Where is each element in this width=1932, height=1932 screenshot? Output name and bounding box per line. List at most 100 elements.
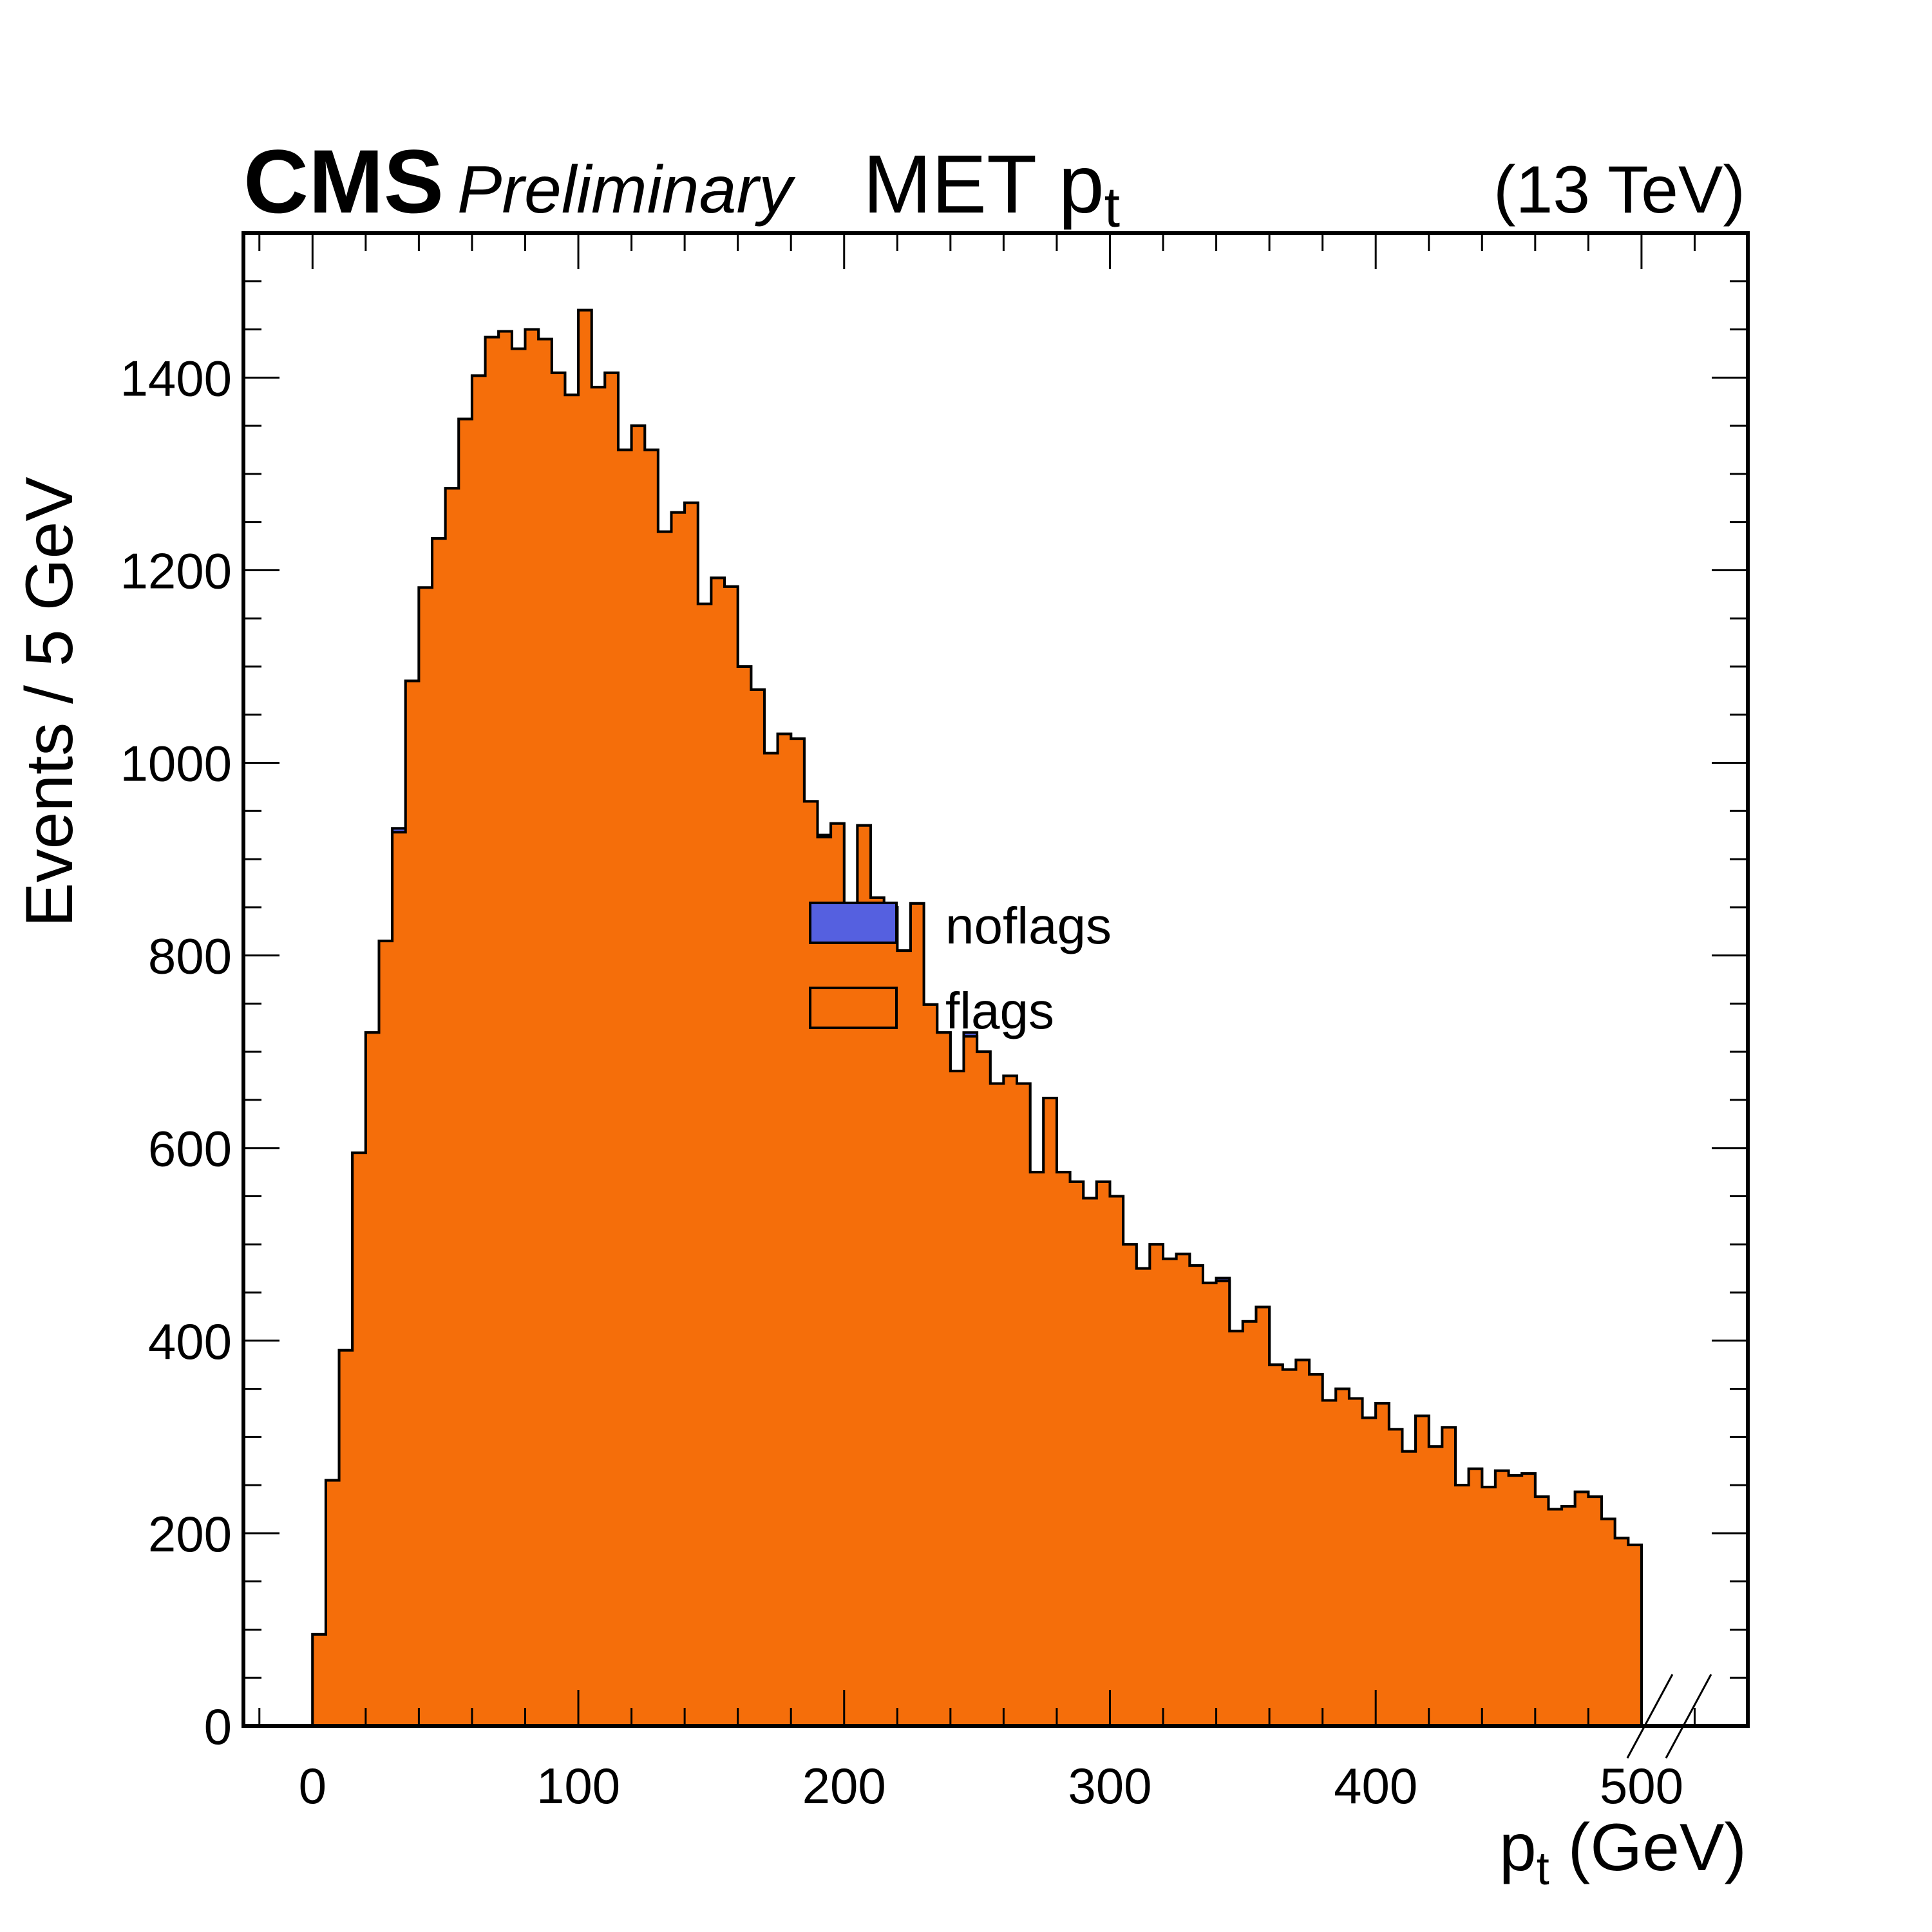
bar-flags-80 [1376, 1403, 1390, 1726]
bar-flags-48 [950, 1071, 965, 1726]
y-axis-title: Events / 5 GeV [12, 477, 87, 927]
bar-flags-77 [1336, 1388, 1350, 1726]
bar-flags-57 [1070, 1182, 1084, 1726]
bar-flags-51 [990, 1083, 1004, 1726]
legend-entry-flags: flags [809, 982, 1054, 1039]
plot-frame [242, 231, 1750, 1728]
bar-flags-81 [1388, 1429, 1403, 1726]
bar-flags-17 [538, 339, 553, 1727]
bar-flags-67 [1202, 1283, 1217, 1726]
x-tick-label: 200 [802, 1757, 886, 1814]
bar-flags-18 [551, 372, 565, 1726]
bar-flags-33 [751, 689, 765, 1726]
bar-flags-53 [1017, 1083, 1031, 1726]
bar-flags-82 [1402, 1451, 1416, 1726]
overflow-break-marks [1626, 1674, 1712, 1759]
bar-flags-94 [1562, 1506, 1576, 1726]
bar-flags-5 [379, 941, 393, 1726]
bar-flags-55 [1043, 1097, 1057, 1726]
bar-flags-86 [1455, 1485, 1470, 1726]
bar-flags-46 [923, 1004, 938, 1726]
bar-flags-43 [884, 907, 898, 1726]
bar-flags-88 [1482, 1487, 1496, 1726]
bar-flags-22 [605, 372, 619, 1726]
bar-flags-0 [312, 1634, 327, 1726]
bar-flags-66 [1189, 1265, 1204, 1726]
bar-flags-20 [578, 310, 592, 1727]
bar-flags-79 [1362, 1417, 1376, 1726]
bar-flags-69 [1229, 1331, 1244, 1726]
status-label: Preliminary [457, 153, 796, 227]
outline-flags [311, 308, 1643, 1726]
bar-flags-8 [419, 587, 433, 1726]
bar-flags-6 [392, 832, 406, 1726]
legend-swatch-noflags [809, 902, 898, 944]
bar-flags-3 [352, 1153, 366, 1726]
break-mark-line [1626, 1674, 1674, 1759]
bar-flags-34 [764, 753, 779, 1726]
energy-label: (13 TeV) [1493, 153, 1745, 227]
legend-entry-noflags: noflags [809, 897, 1112, 954]
x-tick-label: 400 [1334, 1757, 1417, 1814]
bar-flags-30 [711, 578, 725, 1726]
bar-flags-1 [325, 1480, 340, 1726]
bar-flags-19 [565, 395, 579, 1727]
y-tick-label: 0 [204, 1698, 232, 1755]
bar-flags-59 [1096, 1182, 1111, 1726]
bar-flags-27 [671, 512, 685, 1726]
bar-flags-7 [405, 681, 419, 1726]
experiment-label: CMS [243, 131, 444, 232]
bar-flags-10 [445, 488, 459, 1726]
bar-flags-92 [1535, 1497, 1549, 1726]
bar-flags-61 [1123, 1244, 1137, 1726]
bar-flags-38 [817, 837, 831, 1726]
bar-flags-49 [963, 1036, 978, 1726]
bar-flags-93 [1548, 1509, 1562, 1726]
chart-title-subscript: t [1104, 175, 1120, 239]
bar-flags-32 [737, 666, 752, 1726]
x-axis-title-main: p [1499, 1810, 1537, 1885]
y-tick-label: 600 [148, 1121, 232, 1177]
bar-flags-73 [1282, 1369, 1296, 1726]
bar-flags-68 [1216, 1281, 1230, 1726]
bar-flags-85 [1442, 1427, 1456, 1726]
bar-flags-52 [1003, 1075, 1018, 1726]
bar-flags-9 [432, 538, 446, 1726]
bar-flags-65 [1176, 1254, 1190, 1726]
bar-flags-26 [658, 531, 672, 1726]
bar-flags-31 [724, 586, 739, 1727]
y-tick-label: 1000 [120, 735, 232, 792]
bar-flags-96 [1588, 1497, 1602, 1726]
bar-flags-83 [1416, 1416, 1430, 1726]
bar-flags-36 [791, 739, 805, 1726]
bar-flags-42 [871, 897, 885, 1726]
x-tick-label: 0 [299, 1757, 327, 1814]
bar-flags-11 [459, 419, 473, 1726]
series-flags [311, 308, 1643, 1727]
bar-flags-35 [777, 734, 791, 1726]
x-axis-title: pt (GeV) [1499, 1810, 1747, 1895]
ticks-layer [243, 232, 1749, 1727]
legend-swatch-flags [809, 987, 898, 1029]
bar-flags-13 [485, 337, 499, 1727]
bar-flags-21 [591, 387, 605, 1727]
bar-flags-64 [1163, 1258, 1177, 1726]
bar-flags-71 [1256, 1307, 1270, 1726]
bar-flags-84 [1428, 1446, 1443, 1726]
bar-flags-12 [471, 375, 486, 1727]
bar-flags-54 [1030, 1172, 1044, 1726]
bar-flags-74 [1296, 1359, 1310, 1726]
bar-flags-89 [1495, 1470, 1510, 1726]
bar-flags-72 [1269, 1365, 1283, 1726]
series-layer [311, 308, 1643, 1727]
bar-flags-63 [1150, 1244, 1164, 1726]
bar-flags-24 [631, 426, 645, 1726]
bar-flags-70 [1242, 1321, 1257, 1726]
x-tick-label: 300 [1068, 1757, 1151, 1814]
bar-flags-44 [897, 951, 911, 1726]
bar-flags-29 [697, 603, 712, 1727]
y-tick-label: 400 [148, 1313, 232, 1370]
bar-flags-58 [1083, 1198, 1097, 1726]
bar-flags-2 [339, 1350, 353, 1726]
